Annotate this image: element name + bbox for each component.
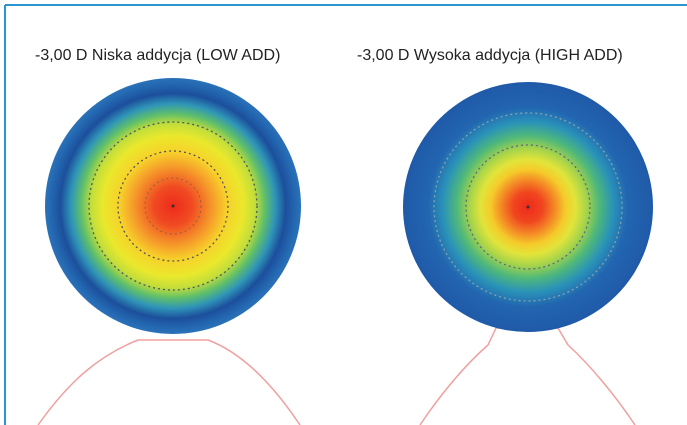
power-map (45, 78, 301, 334)
panel-label: -3,00 D Niska addycja (LOW ADD) (35, 47, 280, 64)
power-map (403, 82, 653, 332)
panel-label: -3,00 D Wysoka addycja (HIGH ADD) (357, 47, 623, 64)
head-outline (38, 328, 635, 425)
figure: -3,00 D Niska addycja (LOW ADD) -3,00 D … (0, 0, 687, 425)
